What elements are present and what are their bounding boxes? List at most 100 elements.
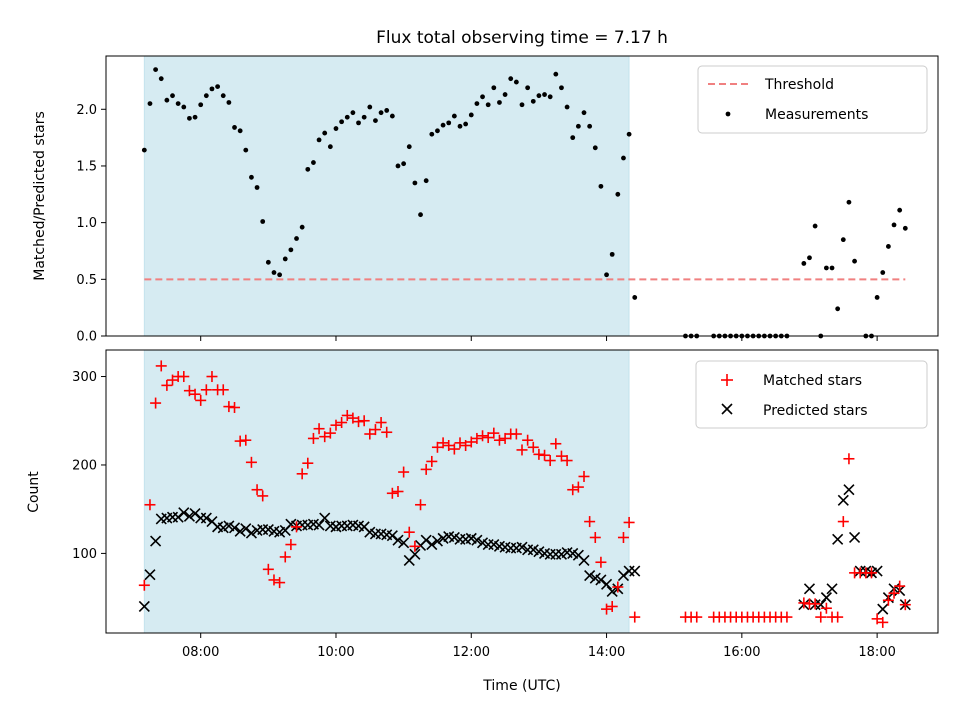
measurement-point [141,147,147,153]
measurement-point [812,223,818,229]
matched-star-point [882,594,894,606]
measurement-point [626,131,632,137]
bottom-xtick-label: 14:00 [588,645,625,660]
legend-predicted-label: Predicted stars [763,403,868,419]
predicted-star-point [843,484,855,496]
matched-star-point [223,401,235,413]
matched-star-point [629,611,641,623]
matched-star-point [550,438,562,450]
matched-star-point [809,598,821,610]
matched-star-point [138,579,150,591]
matched-star-point [798,597,810,609]
matched-star-point [437,437,449,449]
matched-star-point [324,427,336,439]
matched-star-point [381,426,393,438]
matched-star-point [262,563,274,575]
measurement-point [226,100,232,105]
predicted-star-point [245,527,257,539]
measurement-point [339,119,345,125]
matched-star-point [353,416,365,428]
matched-star-point [477,430,489,442]
top-ytick-label: 1.5 [76,159,97,174]
measurement-point [519,102,525,108]
predicted-star-point [409,548,421,560]
matched-star-point [296,468,308,480]
measurement-point [187,115,192,121]
bottom-ytick-label: 200 [72,458,97,473]
measurement-point [260,219,266,224]
matched-star-point [274,577,286,589]
matched-star-point [217,384,229,396]
measurement-point [344,114,350,120]
measurement-point [891,222,897,228]
measurement-point [356,120,361,126]
measurement-point [418,212,423,218]
top-panel: 0.00.51.01.52.0 Matched/Predicted stars … [32,55,939,345]
measurement-point [215,84,221,90]
bottom-legend-box [695,360,928,429]
measurement-point [249,174,254,180]
matched-star-point [471,432,483,444]
predicted-star-point [516,541,528,553]
matched-star-point [358,415,370,427]
matched-star-point [369,424,381,436]
matched-star-point [871,613,883,625]
measurement-point [175,101,181,107]
measurement-point [170,93,175,99]
top-ytick-label: 0.5 [76,273,97,288]
matched-star-point [330,419,342,431]
measurement-point [525,85,531,91]
matched-star-point [837,516,849,528]
legend-measurements-swatch [725,111,731,117]
measurement-point [158,76,164,82]
bottom-xlabel: Time (UTC) [482,678,560,694]
matched-star-point [539,449,551,461]
measurement-point [480,94,485,100]
measurement-point [203,93,209,99]
measurement-point [147,101,153,107]
top-ylabel: Matched/Predicted stars [32,111,48,281]
matched-star-point [510,428,522,440]
predicted-star-point [144,569,156,581]
measurement-point [389,113,395,119]
matched-star-point [894,580,906,592]
matched-star-point [178,371,190,383]
predicted-star-point [578,554,590,567]
matched-star-point [375,417,387,429]
predicted-star-point [584,569,596,582]
measurement-point [497,100,502,105]
measurement-point [632,295,638,300]
predicted-star-point [392,534,404,546]
measurement-point [846,199,852,205]
measurement-point [209,86,215,92]
matched-star-point [465,436,477,448]
matched-star-point [443,440,455,452]
matched-star-point [426,455,438,467]
matched-star-point [820,602,832,614]
predicted-star-point [178,507,190,519]
matched-star-point [516,444,528,456]
bottom-ytick-label: 100 [72,547,97,562]
measurement-point [333,126,339,131]
measurement-point [277,272,283,278]
predicted-star-point [240,523,252,535]
measurement-point [874,295,880,300]
measurement-point [350,110,356,116]
bottom-panel: 100 200 300 08:00 10:00 12:00 14:00 16:00 18:00… [26,349,939,694]
matched-star-point [601,603,613,615]
measurement-point [564,104,570,110]
matched-star-point [167,374,179,386]
matched-star-point [403,526,415,538]
matched-star-point [420,463,432,475]
matched-star-point [781,611,793,623]
matched-star-point [319,431,331,443]
matched-star-point [617,531,629,543]
matched-star-point [865,567,877,579]
predicted-star-point [183,510,195,522]
measurement-point [299,224,305,230]
matched-star-point [307,432,319,444]
matched-star-point [522,434,534,446]
top-legend-box [697,65,928,134]
measurement-point [254,185,260,190]
matched-star-point [482,432,494,444]
